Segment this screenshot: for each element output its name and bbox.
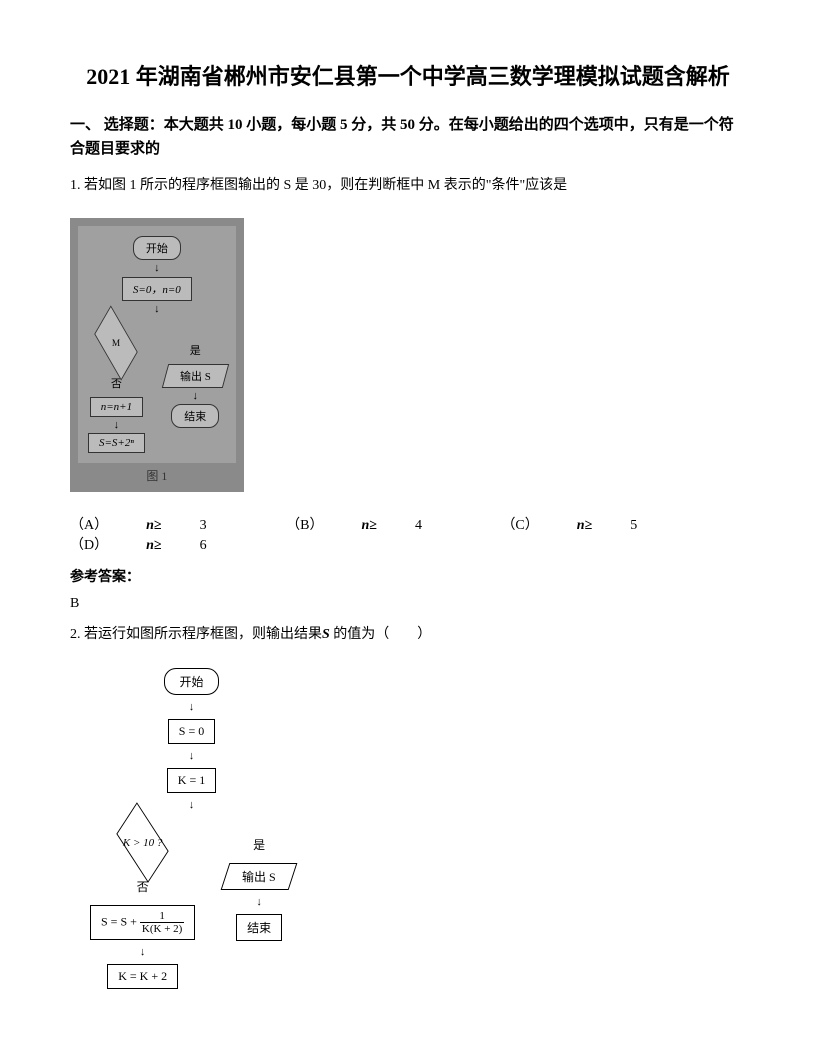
- flowchart-2: 开始 ↓ S = 0 ↓ K = 1 ↓ K > 10 ? 否 S = S + …: [90, 668, 293, 990]
- answer-label-1: 参考答案：: [70, 566, 746, 586]
- option-d: （D）n≥6: [70, 538, 245, 553]
- section-heading: 一、 选择题：本大题共 10 小题，每小题 5 分，共 50 分。在每小题给出的…: [70, 113, 746, 161]
- answer-1: B: [70, 596, 746, 612]
- fc1-init: S=0，n=0: [122, 277, 192, 301]
- fc2-end: 结束: [236, 914, 282, 941]
- question-1-options: （A）n≥3 （B）n≥4 （C）n≥5 （D）n≥6: [70, 514, 746, 554]
- option-b: （B）n≥4: [286, 518, 460, 533]
- fc2-init-k: K = 1: [167, 768, 216, 793]
- fc2-condition: K > 10 ?: [93, 818, 193, 868]
- fc2-output: 输出 S: [221, 863, 297, 890]
- flowchart-1: 开始 ↓ S=0，n=0 ↓ M 否 n=n+1 ↓ S=S+2ⁿ 是 输出 S…: [70, 218, 244, 492]
- fc1-yes-label: 是: [190, 342, 201, 358]
- fc1-condition: M: [95, 305, 138, 380]
- fc1-end: 结束: [171, 404, 219, 428]
- fc2-yes-label: 是: [253, 836, 265, 853]
- fc1-output: 输出 S: [162, 364, 229, 388]
- question-1-text: 1. 若如图 1 所示的程序框图输出的 S 是 30，则在判断框中 M 表示的"…: [70, 173, 746, 198]
- fc1-step-n: n=n+1: [90, 397, 143, 417]
- fc1-start: 开始: [133, 236, 181, 260]
- page-title: 2021 年湖南省郴州市安仁县第一个中学高三数学理模拟试题含解析: [70, 60, 746, 93]
- question-2-text: 2. 若运行如图所示程序框图，则输出结果S 的值为（ ）: [70, 622, 746, 647]
- option-c: （C）n≥5: [501, 518, 675, 533]
- fc2-init-s: S = 0: [168, 719, 215, 744]
- fc1-step-s: S=S+2ⁿ: [88, 433, 145, 453]
- option-a: （A）n≥3: [70, 518, 245, 533]
- fc1-caption: 图 1: [78, 467, 236, 484]
- fc2-step-k: K = K + 2: [107, 964, 178, 989]
- fc2-start: 开始: [164, 668, 218, 695]
- fc2-step-s: S = S + 1K(K + 2): [90, 905, 195, 940]
